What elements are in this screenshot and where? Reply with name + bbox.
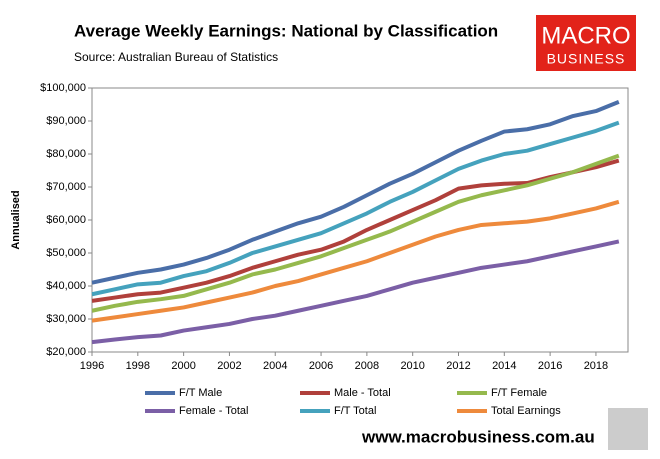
legend-label: Female - Total xyxy=(179,405,249,417)
y-tick-label: $30,000 xyxy=(46,313,86,325)
logo-text: BUSINESS xyxy=(547,51,626,67)
series-line xyxy=(91,158,620,303)
x-tick-label: 2006 xyxy=(309,360,333,372)
y-tick-label: $80,000 xyxy=(46,148,86,160)
y-tick-label: $40,000 xyxy=(46,280,86,292)
website: www.macrobusiness.com.au xyxy=(361,427,595,446)
x-tick-label: 2004 xyxy=(263,360,287,372)
x-tick-label: 1998 xyxy=(126,360,150,372)
chart-title: Average Weekly Earnings: National by Cla… xyxy=(74,21,498,40)
x-tick-label: 2010 xyxy=(400,360,424,372)
y-axis-label: Annualised xyxy=(10,190,22,249)
x-tick-label: 2008 xyxy=(355,360,379,372)
legend-label: F/T Male xyxy=(179,387,222,399)
series-line xyxy=(91,120,620,297)
chart-subtitle: Source: Australian Bureau of Statistics xyxy=(74,50,278,64)
x-tick-label: 2014 xyxy=(492,360,516,372)
series-line xyxy=(91,153,620,313)
legend-label: F/T Total xyxy=(334,405,376,417)
logo-icon xyxy=(608,408,648,450)
legend-label: Male - Total xyxy=(334,387,391,399)
y-tick-label: $60,000 xyxy=(46,214,86,226)
y-tick-label: $100,000 xyxy=(40,82,86,94)
y-tick-label: $50,000 xyxy=(46,247,86,259)
legend-label: Total Earnings xyxy=(491,405,561,417)
legend-label: F/T Female xyxy=(491,387,547,399)
logo-text: MACRO xyxy=(541,22,630,49)
series-line xyxy=(91,100,620,285)
x-tick-label: 2012 xyxy=(446,360,470,372)
series-line xyxy=(91,199,620,323)
x-tick-label: 2000 xyxy=(171,360,195,372)
y-tick-label: $90,000 xyxy=(46,115,86,127)
x-tick-label: 2002 xyxy=(217,360,241,372)
logo-box xyxy=(536,15,636,71)
y-tick-label: $70,000 xyxy=(46,181,86,193)
x-tick-label: 2018 xyxy=(584,360,608,372)
series-line xyxy=(91,239,620,345)
x-tick-label: 2016 xyxy=(538,360,562,372)
y-tick-label: $20,000 xyxy=(46,346,86,358)
x-tick-label: 1996 xyxy=(80,360,104,372)
